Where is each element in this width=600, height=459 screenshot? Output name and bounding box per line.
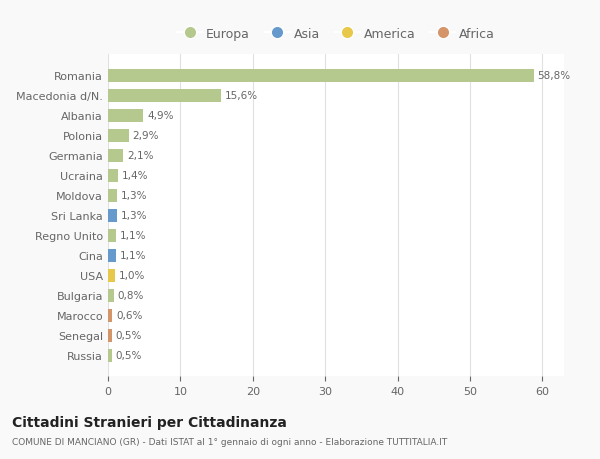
Text: 2,9%: 2,9% [133,131,159,141]
Bar [108,229,116,242]
Bar [108,189,118,202]
Bar [108,269,115,282]
Bar [108,209,118,222]
Bar [108,329,112,342]
Bar [108,150,123,162]
Text: 1,4%: 1,4% [122,171,148,181]
Text: 1,3%: 1,3% [121,191,148,201]
Bar [108,110,143,123]
Bar [108,309,112,322]
Text: 1,1%: 1,1% [119,251,146,261]
Legend: Europa, Asia, America, Africa: Europa, Asia, America, Africa [172,23,500,46]
Text: COMUNE DI MANCIANO (GR) - Dati ISTAT al 1° gennaio di ogni anno - Elaborazione T: COMUNE DI MANCIANO (GR) - Dati ISTAT al … [12,437,447,446]
Text: 15,6%: 15,6% [224,91,257,101]
Bar [108,129,129,142]
Bar [108,169,118,182]
Bar [108,90,221,102]
Text: 1,3%: 1,3% [121,211,148,221]
Text: 0,5%: 0,5% [115,350,142,360]
Bar [108,289,114,302]
Text: 2,1%: 2,1% [127,151,154,161]
Bar [108,70,533,83]
Text: 4,9%: 4,9% [147,111,173,121]
Text: Cittadini Stranieri per Cittadinanza: Cittadini Stranieri per Cittadinanza [12,415,287,429]
Text: 0,6%: 0,6% [116,310,142,320]
Text: 0,8%: 0,8% [118,291,144,301]
Bar [108,349,112,362]
Text: 1,1%: 1,1% [119,231,146,241]
Text: 0,5%: 0,5% [115,330,142,340]
Bar [108,249,116,262]
Text: 1,0%: 1,0% [119,270,145,280]
Text: 58,8%: 58,8% [537,71,571,81]
